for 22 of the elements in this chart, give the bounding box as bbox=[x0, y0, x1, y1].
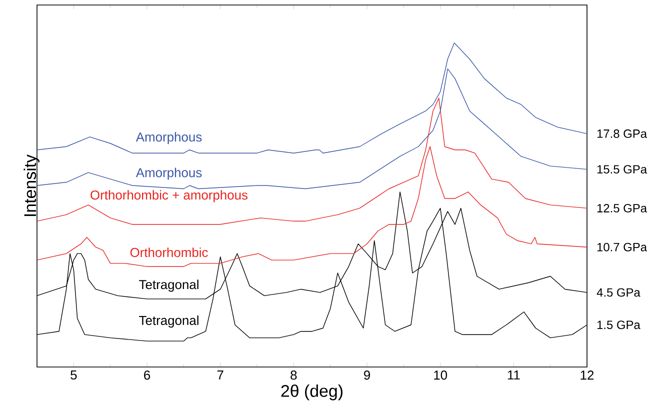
series-label: 12.5 GPa bbox=[597, 204, 648, 212]
x-tick-label: 5 bbox=[70, 370, 77, 380]
annotation: Amorphous bbox=[136, 168, 202, 180]
annotation: Orthorhombic + amorphous bbox=[90, 190, 248, 202]
series-label: 10.7 GPa bbox=[597, 242, 648, 252]
series-label: 1.5 GPa bbox=[597, 320, 640, 330]
y-axis-title: Intensity bbox=[24, 154, 40, 216]
annotation: Tetragonal bbox=[139, 316, 198, 328]
x-tick-label: 8 bbox=[290, 370, 297, 380]
x-tick-label: 9 bbox=[364, 370, 370, 380]
series-label: 4.5 GPa bbox=[596, 288, 640, 297]
annotation: Tetragonal bbox=[139, 280, 198, 292]
x-tick-label: 10 bbox=[434, 370, 448, 380]
x-axis-title: 2θ (deg) bbox=[281, 384, 342, 400]
x-tick-label: 12 bbox=[580, 370, 594, 380]
x-tick-label: 7 bbox=[217, 370, 224, 380]
x-tick-label: 6 bbox=[144, 370, 150, 380]
series-label: 15.5 GPa bbox=[597, 165, 648, 174]
annotation: Orthorhombic bbox=[130, 248, 208, 258]
annotation: Amorphous bbox=[136, 132, 202, 144]
x-tick-label: 11 bbox=[508, 370, 520, 380]
series-label: 17.8 GPa bbox=[597, 129, 648, 138]
